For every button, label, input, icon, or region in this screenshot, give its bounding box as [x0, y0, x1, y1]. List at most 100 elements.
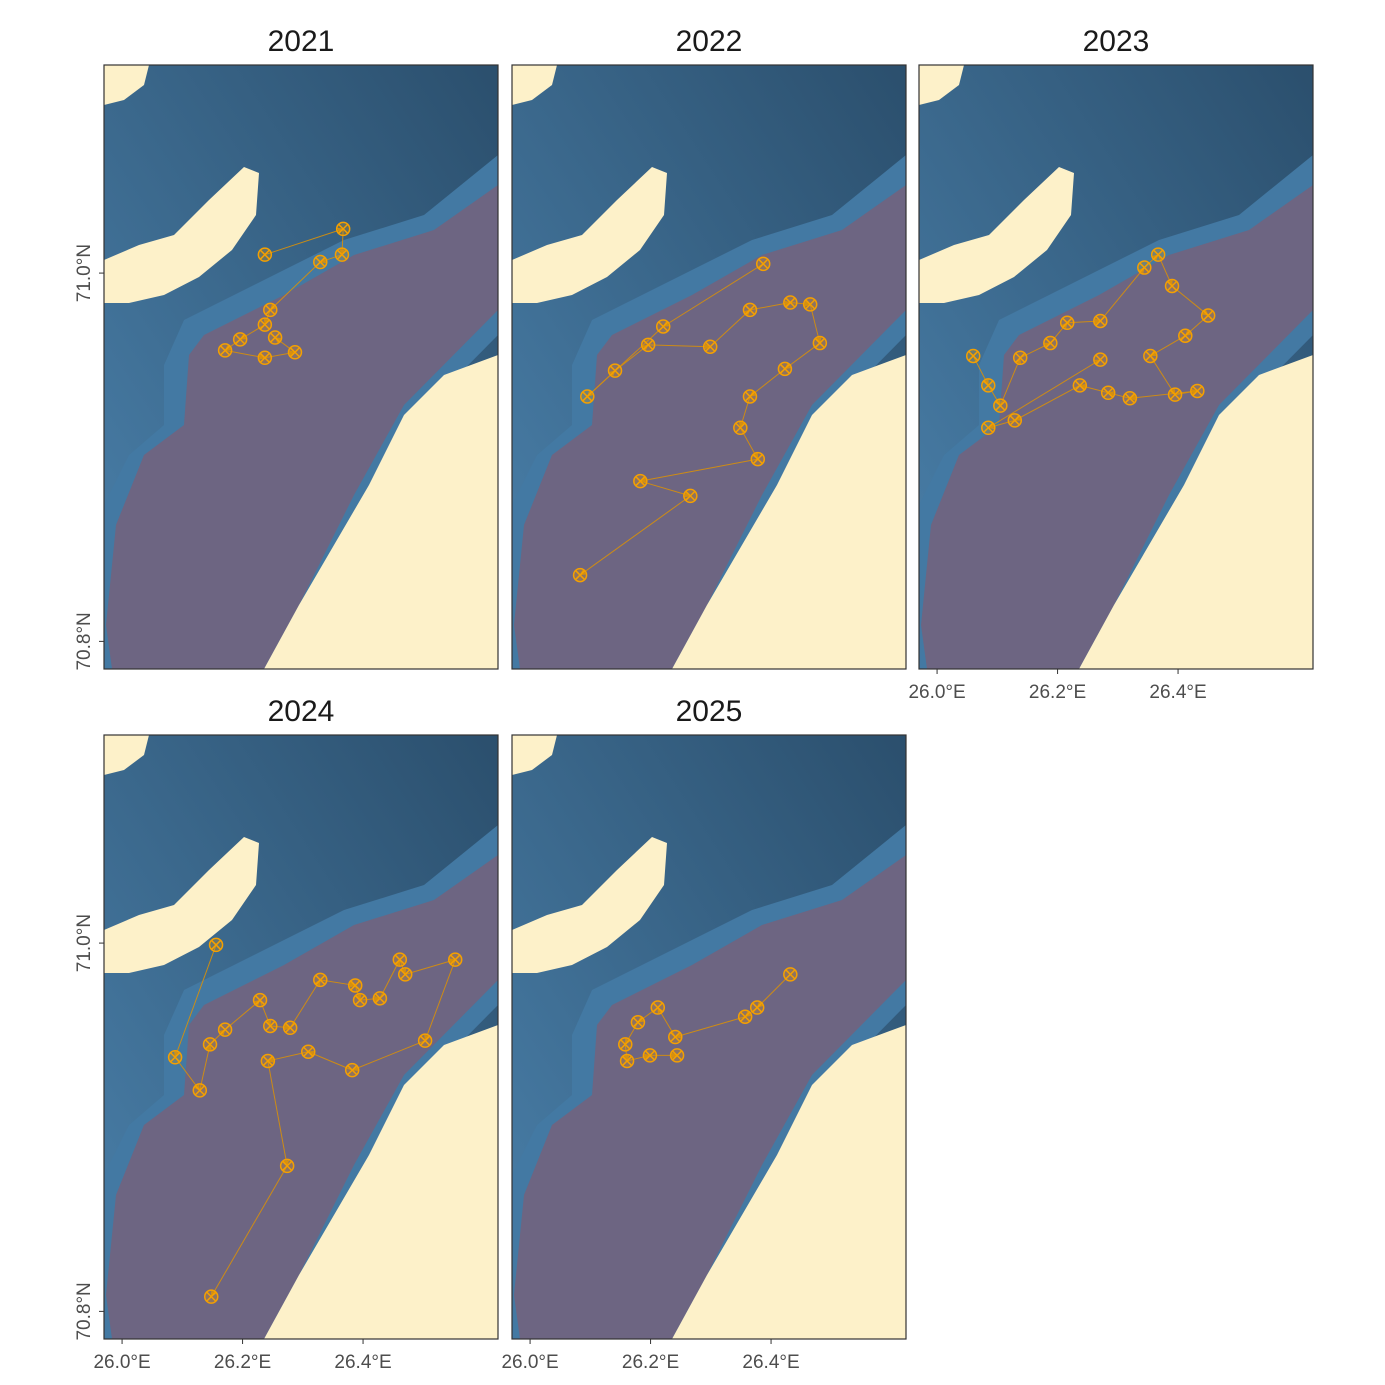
marker-cross [785, 969, 796, 980]
marker-cross [575, 570, 586, 581]
track-arrow [579, 495, 691, 576]
land [512, 65, 557, 105]
map-panel [104, 65, 498, 669]
position-marker [260, 1053, 276, 1069]
position-marker [313, 972, 328, 988]
track-arrow [267, 1060, 290, 1167]
x-tick-label: 26.4°E [334, 1352, 391, 1373]
track-arrow [269, 261, 321, 311]
track-arrow [210, 1165, 288, 1298]
position-marker [630, 1015, 646, 1030]
track-arrow [263, 309, 271, 326]
marker-cross [1166, 280, 1178, 292]
marker-cross [1192, 385, 1203, 396]
panel-border [918, 64, 1314, 670]
land [104, 735, 149, 775]
land [264, 1025, 498, 1339]
marker-cross [394, 954, 405, 965]
marker-cross [735, 422, 746, 433]
position-marker [217, 1022, 233, 1037]
position-marker [1143, 348, 1158, 364]
position-marker [257, 350, 273, 366]
x-tick-label: 26.0°E [501, 1352, 558, 1373]
position-marker [669, 1048, 685, 1063]
marker-cross [582, 391, 593, 402]
position-marker [1007, 413, 1023, 428]
marker-cross [1103, 387, 1114, 398]
y-tick-label: 70.8°N [74, 612, 95, 670]
marker-cross [235, 334, 246, 345]
position-marker [783, 967, 798, 982]
track-arrow [674, 1016, 746, 1039]
marker-cross [1095, 354, 1106, 365]
position-marker [252, 992, 268, 1008]
panel-border [511, 64, 907, 670]
marker-cross [206, 1291, 217, 1302]
marker-cross [262, 1055, 273, 1066]
track-arrow [657, 1007, 676, 1038]
marker-cross [1015, 352, 1026, 363]
marker-cross [622, 1055, 633, 1066]
position-marker [203, 1289, 219, 1304]
map-panel [919, 65, 1313, 669]
marker-cross [1095, 315, 1106, 326]
position-marker [279, 1158, 295, 1174]
track-arrow [972, 355, 989, 386]
panel-border [103, 734, 499, 1340]
marker-cross [620, 1039, 631, 1050]
position-marker [313, 254, 328, 270]
marker-cross [1145, 350, 1156, 361]
position-marker [1122, 391, 1138, 406]
position-marker [257, 317, 273, 332]
position-marker [1150, 247, 1166, 262]
position-marker [1190, 383, 1205, 399]
land [104, 65, 149, 105]
marker-cross [336, 249, 347, 260]
marker-cross [1139, 262, 1150, 273]
marker-cross [744, 391, 755, 402]
position-marker [334, 247, 350, 262]
x-tick-label: 26.2°E [214, 1352, 271, 1373]
track-arrow [405, 958, 456, 975]
position-marker [267, 330, 283, 345]
basin [921, 185, 1313, 669]
marker-cross [205, 1039, 216, 1050]
track-arrow [987, 385, 1001, 407]
marker-cross [995, 400, 1006, 411]
track-arrow [270, 1024, 291, 1031]
position-marker [352, 992, 368, 1008]
track-arrow [999, 357, 1021, 406]
marker-cross [705, 341, 716, 352]
position-marker [777, 361, 793, 377]
position-marker [263, 1018, 278, 1034]
position-marker [749, 1000, 765, 1015]
marker-cross [643, 339, 654, 350]
marker-cross [194, 1085, 205, 1096]
position-marker [580, 389, 595, 404]
track-arrow [339, 228, 346, 256]
panel-title: 2021 [268, 25, 335, 58]
position-marker [447, 952, 463, 967]
track-arrow [351, 1040, 426, 1071]
track-arrow [399, 959, 407, 975]
track-arrow [1079, 383, 1109, 394]
marker-cross [265, 1020, 276, 1031]
marker-cross [652, 1002, 663, 1013]
position-marker [993, 398, 1008, 413]
marker-cross [338, 223, 349, 234]
position-marker [750, 451, 766, 467]
marker-cross [1203, 310, 1214, 321]
tracks [217, 221, 351, 366]
track-arrow [1171, 285, 1209, 316]
track-arrow [626, 1053, 651, 1062]
position-marker [742, 389, 758, 404]
track-arrow [662, 263, 764, 327]
track-arrow [739, 396, 751, 429]
position-marker [1178, 328, 1193, 343]
position-marker [202, 1037, 218, 1052]
track-arrow [640, 480, 691, 498]
track-arrow [1099, 267, 1145, 322]
position-marker [1012, 350, 1028, 366]
position-marker [335, 221, 351, 237]
marker-cross [752, 1002, 763, 1013]
